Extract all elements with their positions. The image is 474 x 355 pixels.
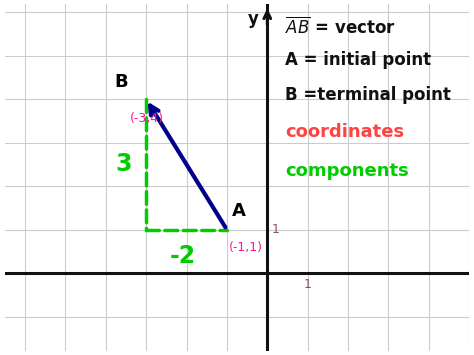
Text: A = initial point: A = initial point <box>285 51 432 69</box>
Text: (-1,1): (-1,1) <box>229 241 263 253</box>
Text: A: A <box>232 202 246 220</box>
Text: B =terminal point: B =terminal point <box>285 86 451 104</box>
Text: y: y <box>247 10 258 28</box>
Text: 1: 1 <box>272 223 280 236</box>
Text: components: components <box>285 162 409 180</box>
Text: $\overline{AB}$ = vector: $\overline{AB}$ = vector <box>285 17 396 38</box>
Text: (-3,4): (-3,4) <box>130 112 164 125</box>
Text: coordinates: coordinates <box>285 123 405 141</box>
Text: -2: -2 <box>169 244 196 268</box>
Text: B: B <box>114 73 128 91</box>
Text: 1: 1 <box>304 278 311 291</box>
Text: 3: 3 <box>116 152 132 176</box>
